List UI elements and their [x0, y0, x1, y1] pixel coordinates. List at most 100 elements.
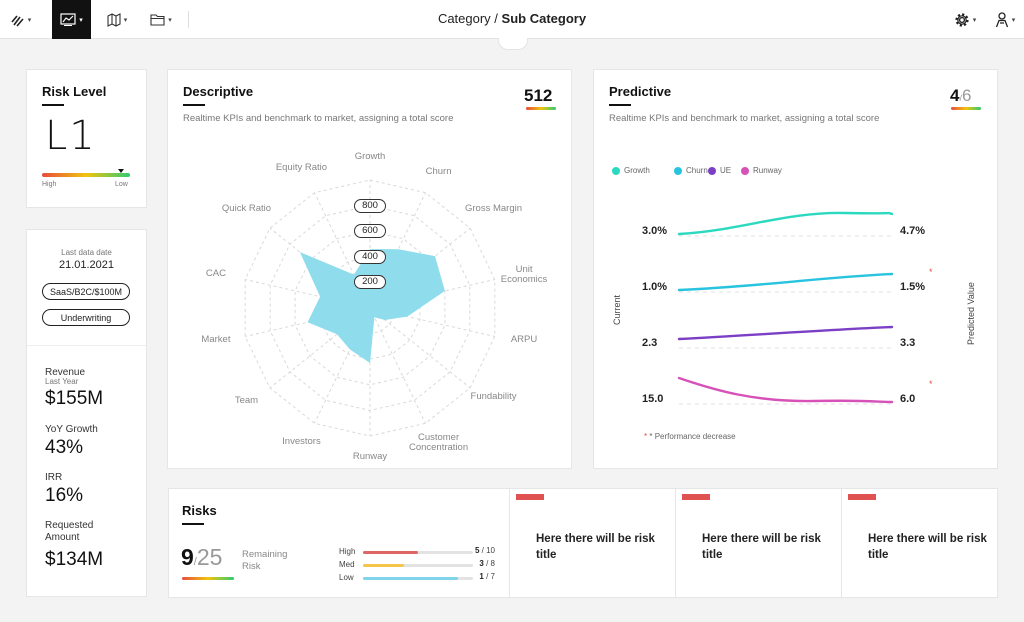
risk-row-track — [363, 577, 473, 580]
last-data-date: 21.01.2021 — [58, 259, 115, 271]
header-notch[interactable] — [498, 38, 528, 50]
risk-flag-icon — [516, 494, 544, 500]
risk-row-track — [363, 551, 473, 554]
radar-axis-label: ARPU — [510, 334, 538, 346]
chart-icon — [60, 13, 76, 26]
descriptive-score: 512 — [524, 86, 553, 105]
legend-item[interactable]: Churn — [674, 166, 708, 175]
irr-value: 16% — [45, 485, 84, 506]
risk-flag-icon — [848, 494, 876, 500]
predictive-card: Predictive Realtime KPIs and benchmark t… — [593, 69, 998, 469]
risk-row-count: 3 / 8 — [479, 559, 495, 568]
current-value: 1.0% — [642, 281, 668, 293]
performance-footnote: * * Performance decrease — [644, 432, 736, 441]
yoy-value: 43% — [45, 437, 84, 458]
risk-row-count: 1 / 7 — [479, 572, 495, 581]
logo-menu[interactable]: ▾ — [4, 0, 38, 39]
risk-marker-icon — [118, 169, 124, 173]
predictive-series-line — [677, 272, 894, 292]
predicted-value: 6.0 — [900, 393, 916, 405]
risk-row-fill — [363, 551, 418, 554]
predictive-series-line — [677, 376, 894, 404]
risk-cards: Here there will be risk title Here there … — [509, 489, 999, 597]
tag-pill-segment[interactable]: SaaS/B2C/$100M — [42, 283, 130, 300]
risks-title: Risks — [182, 503, 217, 525]
predictive-score: 4/6 — [950, 86, 972, 105]
user-menu[interactable]: ▾ — [988, 0, 1022, 39]
radar-axis-label: Unit Economics — [500, 263, 548, 285]
divider — [188, 11, 189, 28]
scale-low-label: Low — [115, 181, 128, 188]
legend-dot-icon — [708, 166, 716, 175]
legend-dot-icon — [612, 166, 620, 175]
descriptive-card: Descriptive Realtime KPIs and benchmark … — [167, 69, 572, 469]
gear-icon — [955, 12, 969, 27]
dashboard-menu[interactable]: ▾ — [52, 0, 91, 39]
radar-axis-label: Runway — [352, 451, 388, 462]
predicted-value: 3.3 — [900, 337, 916, 349]
radar-axis-label: CAC — [205, 267, 226, 279]
current-value: 2.3 — [642, 337, 658, 349]
tag-pill-underwriting[interactable]: Underwriting — [42, 309, 130, 326]
radar-axis-label: Investors — [282, 436, 321, 448]
radar-axis-label: Team — [234, 394, 259, 406]
risk-level-title: Risk Level — [42, 84, 107, 106]
breadcrumb: Category / Sub Category — [0, 11, 1024, 26]
predictive-score-bar — [951, 107, 981, 110]
risk-row-count-value: 1 — [479, 572, 484, 581]
map-menu[interactable]: ▾ — [100, 0, 134, 39]
top-bar: ▾ ▾ ▾ ▾ Category / Sub Category ▾ ▾ — [0, 0, 1024, 39]
predictive-subtitle: Realtime KPIs and benchmark to market, a… — [609, 113, 880, 124]
legend-item[interactable]: Growth — [612, 166, 650, 175]
company-info-card: Last data date 21.01.2021 SaaS/B2C/$100M… — [26, 229, 147, 597]
radar-tick-label: 800 — [354, 198, 386, 213]
descriptive-score-bar — [526, 107, 556, 110]
risks-score-bar — [182, 577, 234, 580]
risk-item-title: Here there will be risk title — [868, 533, 987, 561]
requested-label-2: Amount — [45, 532, 80, 543]
folder-menu[interactable]: ▾ — [144, 0, 178, 39]
radar-axis-label: Growth — [354, 151, 386, 162]
current-value: 3.0% — [642, 225, 668, 237]
legend-item[interactable]: UE — [708, 166, 731, 175]
radar-tick-label: 200 — [354, 275, 386, 290]
irr-label: IRR — [45, 472, 63, 483]
legend-label: Churn — [686, 166, 708, 175]
radar-tick-label: 400 — [354, 249, 386, 264]
descriptive-subtitle: Realtime KPIs and benchmark to market, a… — [183, 113, 454, 124]
risk-row-track — [363, 564, 473, 567]
risks-score: 9/25 — [181, 544, 223, 570]
revenue-label: Revenue — [45, 367, 86, 378]
risk-row-count-total: 8 — [490, 559, 495, 568]
risk-item-card[interactable]: Here there will be risk title — [675, 489, 841, 597]
radar-axis-label: Churn — [425, 165, 452, 177]
breadcrumb-category[interactable]: Category / — [437, 11, 498, 26]
predicted-value: 1.5% — [900, 281, 926, 293]
legend-label: Growth — [624, 166, 650, 175]
revenue-value: $155M — [45, 388, 104, 409]
map-icon — [107, 12, 121, 27]
risk-item-card[interactable]: Here there will be risk title — [841, 489, 999, 597]
risk-row-fill — [363, 577, 458, 580]
settings-menu[interactable]: ▾ — [948, 0, 982, 39]
legend-item[interactable]: Runway — [741, 166, 782, 175]
requested-value: $134M — [45, 549, 104, 570]
risk-item-card[interactable]: Here there will be risk title — [509, 489, 675, 597]
risk-item-title: Here there will be risk title — [702, 533, 821, 561]
divider — [27, 345, 146, 346]
radar-axis-label: Fundability — [470, 390, 517, 402]
risk-row-fill — [363, 564, 405, 567]
user-icon — [995, 11, 1008, 27]
radar-data-area — [299, 249, 445, 363]
radar-axis-label: Quick Ratio — [221, 203, 272, 215]
legend-dot-icon — [674, 166, 682, 175]
risk-row-label: Low — [339, 573, 354, 582]
risks-card: Risks 9/25 Remaining Risk Here there wil… — [168, 488, 998, 598]
radar-axis-label: Equity Ratio — [275, 161, 328, 173]
remaining-risk-label: Remaining Risk — [242, 549, 288, 572]
legend-dot-icon — [741, 166, 749, 175]
scale-high-label: High — [42, 181, 57, 188]
risk-row-count-value: 3 — [479, 559, 484, 568]
legend-label: Runway — [753, 166, 782, 175]
risk-level-card: Risk Level L1 High Low — [26, 69, 147, 208]
